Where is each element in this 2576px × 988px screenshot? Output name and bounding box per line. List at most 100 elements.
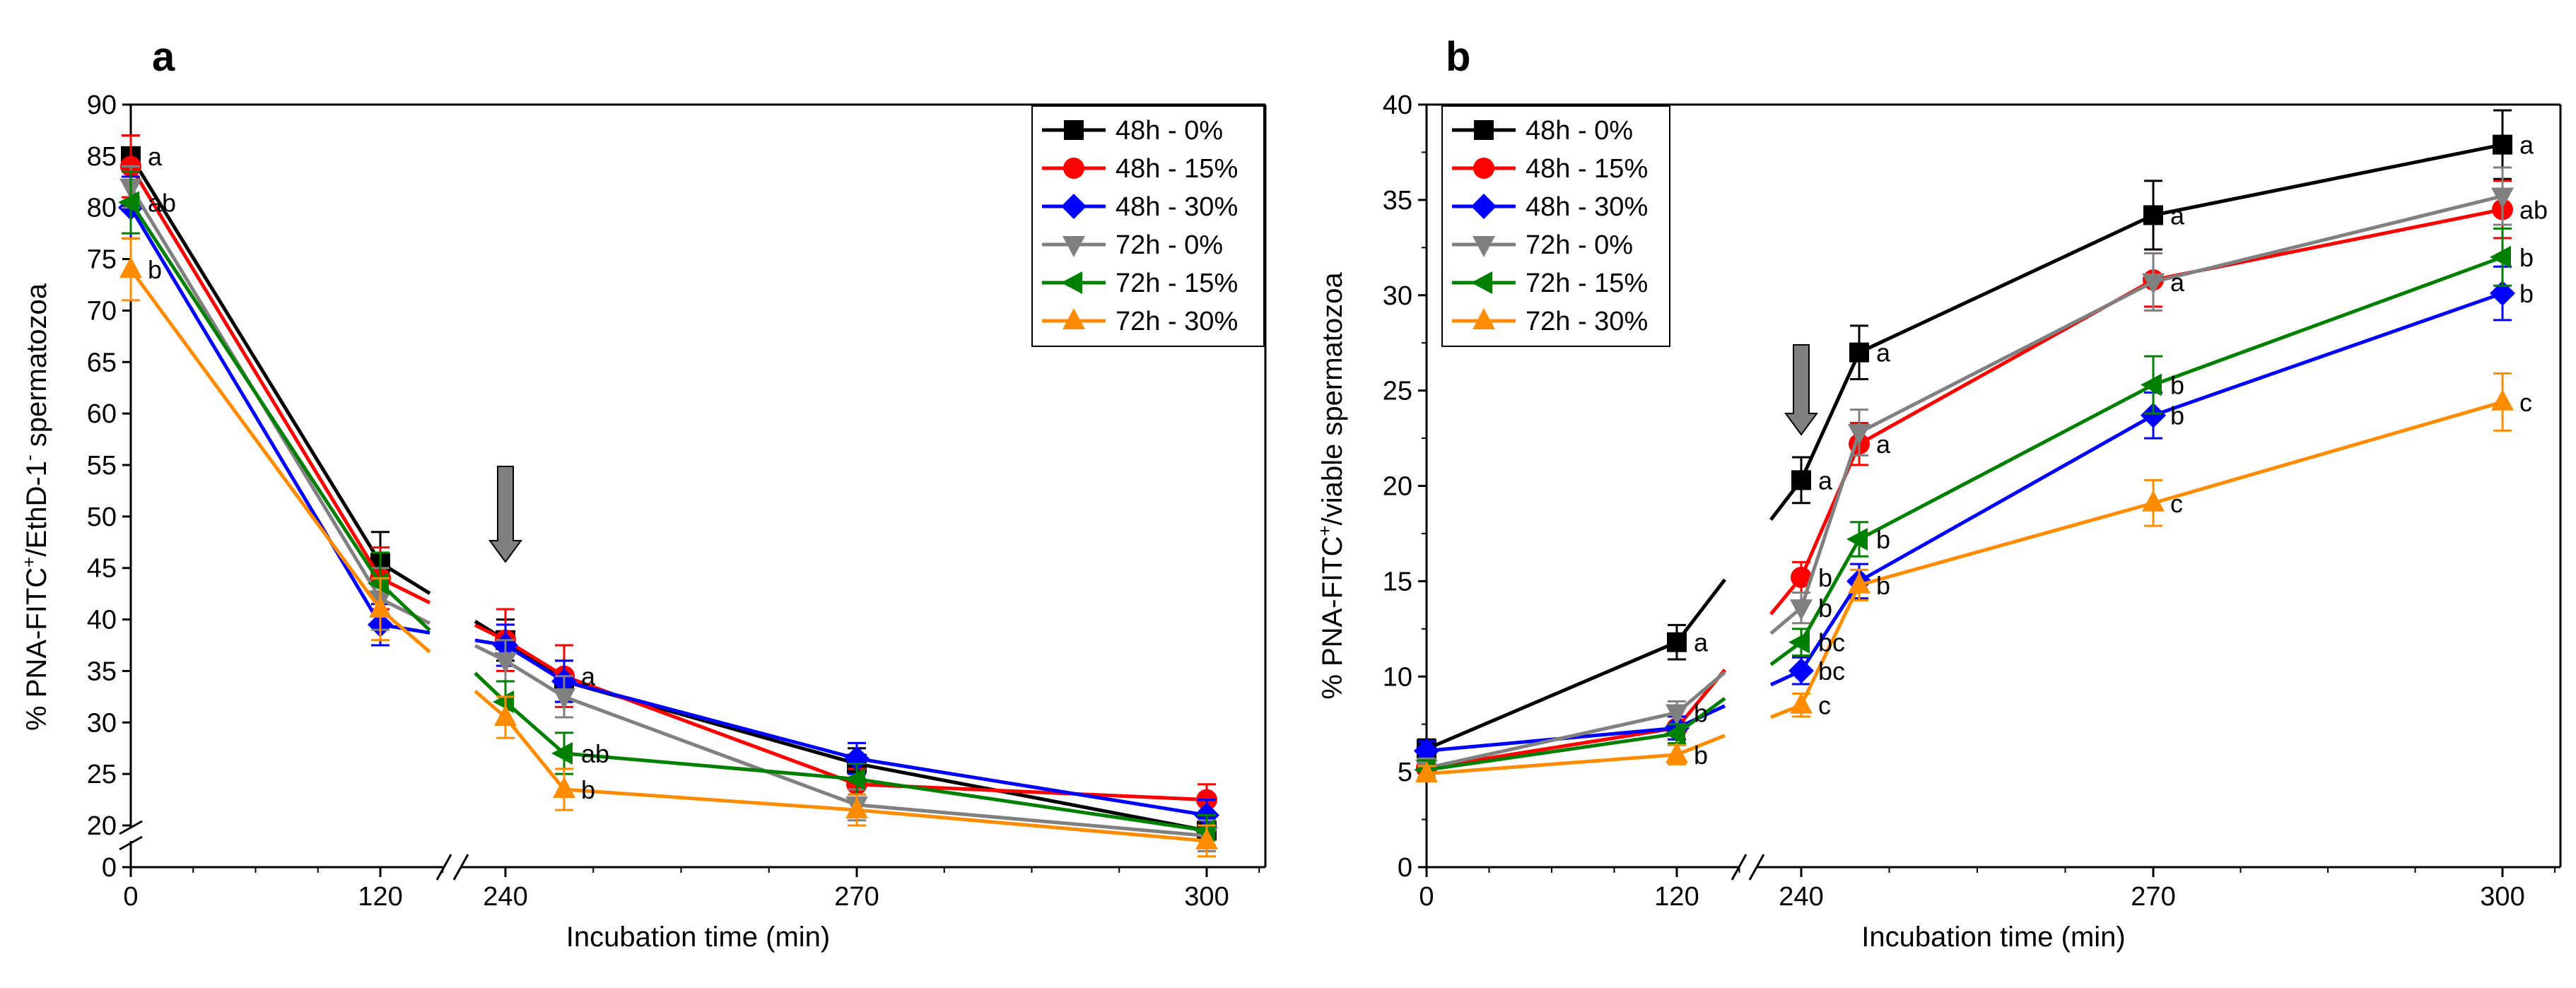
data-point xyxy=(551,742,573,765)
data-point xyxy=(1791,566,1812,588)
significance-label: a xyxy=(2519,131,2534,160)
significance-label: b xyxy=(1694,741,1708,770)
series-line xyxy=(2153,400,2503,505)
series-line xyxy=(379,597,431,625)
y-tick-label: 85 xyxy=(87,142,117,172)
y-axis-title-part: % PNA-FITC xyxy=(1317,536,1348,700)
legend-label: 72h - 15% xyxy=(1116,269,1238,298)
series-line xyxy=(563,679,857,760)
significance-label: a xyxy=(1818,466,1833,495)
x-axis-break-mark xyxy=(1748,854,1765,881)
series-line xyxy=(129,155,382,564)
significance-label: b xyxy=(581,775,595,804)
series-line xyxy=(1799,584,1861,706)
data-point xyxy=(844,768,865,791)
significance-label: b xyxy=(1876,571,1890,600)
y-tick-label: 30 xyxy=(1383,281,1412,311)
y-tick-label: 0 xyxy=(1398,853,1412,883)
y-axis-break-mark xyxy=(119,820,143,835)
x-axis-break-mark xyxy=(435,854,452,881)
y-tick-label: 25 xyxy=(1383,377,1412,406)
significance-label: a xyxy=(1694,628,1709,657)
legend-label: 48h - 30% xyxy=(1116,192,1238,222)
legend-marker xyxy=(1061,194,1087,219)
data-point xyxy=(1846,528,1868,551)
y-tick-label: 25 xyxy=(87,760,117,789)
significance-label: a xyxy=(1876,430,1891,459)
legend-marker xyxy=(1471,194,1497,219)
data-point xyxy=(2493,134,2512,155)
y-tick-label: 35 xyxy=(1383,186,1412,216)
x-tick-label: 0 xyxy=(123,882,138,912)
series-line xyxy=(1676,734,1726,757)
y-axis-title-sup: - xyxy=(18,454,40,461)
significance-label: b xyxy=(2519,243,2534,272)
series-line xyxy=(129,268,382,611)
series-line xyxy=(1799,351,1861,481)
data-point xyxy=(369,596,392,618)
data-point xyxy=(494,652,517,674)
series-line xyxy=(1426,640,1678,751)
significance-label: b xyxy=(148,255,162,284)
significance-label: b xyxy=(1818,594,1832,623)
legend: 48h - 0% 48h - 15% 48h - 30% 72h - 0% 72h - … xyxy=(1031,105,1265,347)
significance-label: b xyxy=(2170,371,2184,400)
significance-label: ab xyxy=(148,188,176,217)
series-line xyxy=(1799,580,1861,672)
legend-marker xyxy=(1062,308,1085,329)
y-tick-label: 50 xyxy=(87,502,117,532)
significance-label: a xyxy=(2170,268,2185,297)
series-line xyxy=(504,643,566,683)
data-point xyxy=(1788,630,1810,654)
series-line xyxy=(1858,213,2155,354)
data-point xyxy=(553,777,575,798)
data-point xyxy=(2490,281,2515,307)
data-point xyxy=(1665,741,1688,763)
data-point xyxy=(1791,470,1811,490)
y-tick-label: 70 xyxy=(87,296,117,326)
data-point xyxy=(2141,402,2166,428)
data-point xyxy=(845,797,868,819)
y-tick-label: 35 xyxy=(87,657,117,686)
y-tick-label: 20 xyxy=(1383,472,1412,502)
significance-label: b xyxy=(1876,525,1890,554)
legend-label: 72h - 15% xyxy=(1526,269,1648,298)
x-tick-label: 240 xyxy=(1779,882,1823,912)
data-point xyxy=(2491,389,2514,411)
data-point xyxy=(1195,828,1218,849)
y-tick-label: 10 xyxy=(1383,662,1412,692)
data-point xyxy=(1415,760,1438,782)
series-line xyxy=(856,777,1207,833)
legend-marker xyxy=(1471,271,1492,294)
y-tick-label: 40 xyxy=(87,606,117,635)
legend-marker xyxy=(1062,236,1085,257)
y-axis-title-part: /EthD-1 xyxy=(21,461,52,557)
legend-marker xyxy=(1473,158,1494,179)
x-tick-label: 120 xyxy=(358,882,402,912)
panel-b: b 0 5 10 15 20 25 30 35 40 0 120 240 270 300 Incubatio… xyxy=(1314,34,2562,953)
series-line xyxy=(1858,383,2155,541)
significance-label: ab xyxy=(581,739,609,768)
legend-label: 48h - 15% xyxy=(1116,154,1238,184)
series-72h-0- xyxy=(1415,166,2514,781)
x-tick-label: 120 xyxy=(1654,882,1699,912)
legend-marker xyxy=(1064,120,1084,140)
y-axis-title-sup: + xyxy=(1314,525,1335,536)
series-line xyxy=(1799,538,1861,643)
series-line xyxy=(856,808,1207,843)
significance-label: ab xyxy=(2519,195,2548,224)
series-line xyxy=(1858,280,2155,435)
significance-label: c xyxy=(2519,388,2532,417)
legend-label: 48h - 15% xyxy=(1526,154,1648,184)
y-axis-title: % PNA-FITC+/viable spermatozoa xyxy=(1314,272,1348,700)
series-line xyxy=(129,206,382,626)
series-72h-15- xyxy=(1414,227,2512,782)
y-tick-label: 55 xyxy=(87,451,117,481)
x-axis-break-mark xyxy=(452,854,469,881)
series-line xyxy=(1858,413,2155,583)
x-tick-label: 0 xyxy=(1419,882,1434,912)
axes: 0 5 10 15 20 25 30 35 40 0 120 240 270 300 Incubation … xyxy=(1314,90,2562,953)
y-tick-label: 45 xyxy=(87,554,117,584)
significance-label: a xyxy=(1876,339,1891,367)
